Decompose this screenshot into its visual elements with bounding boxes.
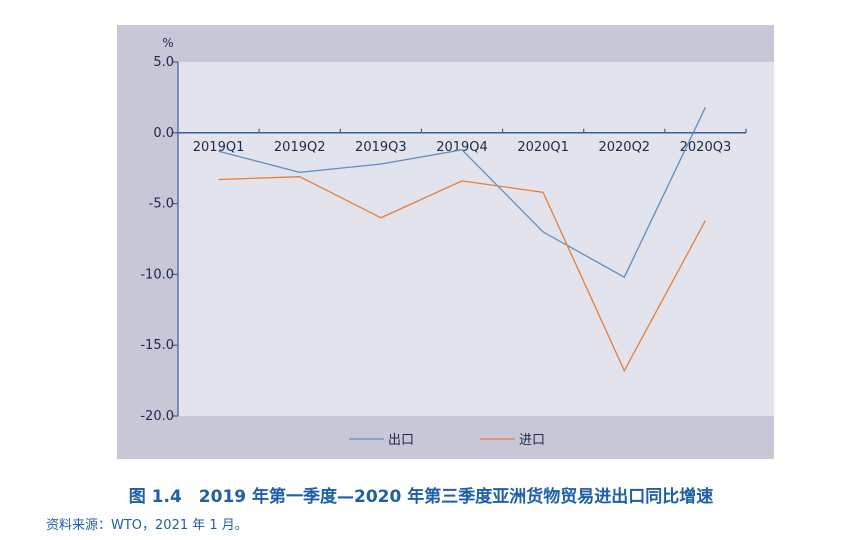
legend: 出口 进口 (349, 433, 545, 448)
y-axis-unit-label: % (162, 36, 173, 50)
source-note: 资料来源：WTO，2021 年 1 月。 (46, 518, 248, 533)
x-tick-label: 2020Q2 (598, 140, 650, 155)
series-line (218, 107, 706, 279)
legend-label: 出口 (388, 433, 414, 448)
series-line (218, 176, 706, 373)
x-tick-label: 2020Q1 (517, 140, 569, 155)
figure-caption: 图 1.4 2019 年第一季度—2020 年第三季度亚洲货物贸易进出口同比增速 (128, 487, 714, 507)
legend-label: 进口 (519, 433, 545, 448)
y-tick-label: -5.0 (149, 197, 174, 212)
y-tick-label: -20.0 (140, 409, 174, 424)
chart: % 5.0 0.0 -5.0 -10.0 -15.0 -20.0 2019Q1 2019Q2… (117, 25, 774, 459)
plot-area (178, 62, 774, 416)
y-axis: 5.0 0.0 -5.0 -10.0 -15.0 -20.0 (140, 55, 179, 424)
x-tick-label: 2019Q1 (193, 140, 245, 155)
y-tick-label: 5.0 (153, 55, 174, 70)
x-tick-label: 2019Q2 (274, 140, 326, 155)
x-tick-label: 2020Q3 (680, 140, 732, 155)
x-axis: 2019Q1 2019Q2 2019Q3 2019Q4 2020Q1 2020Q2 2020… (178, 128, 747, 155)
y-tick-label: -10.0 (140, 267, 174, 282)
x-tick-label: 2019Q3 (355, 140, 407, 155)
series-lines (218, 107, 706, 373)
y-tick-label: 0.0 (153, 126, 174, 141)
x-tick-label: 2019Q4 (436, 140, 488, 155)
y-tick-label: -15.0 (140, 338, 174, 353)
